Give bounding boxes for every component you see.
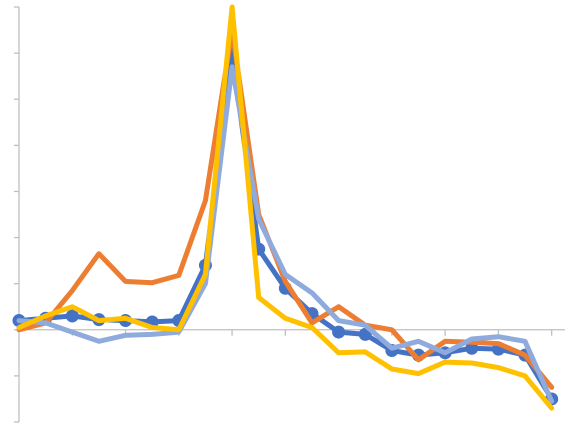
series-1-point [465,341,479,355]
series-1-point [332,325,346,339]
axes-layer [14,6,565,423]
series-layer [12,4,559,411]
series-line-3 [16,64,555,404]
series-line-4 [16,4,555,411]
series-1-point [65,309,79,323]
